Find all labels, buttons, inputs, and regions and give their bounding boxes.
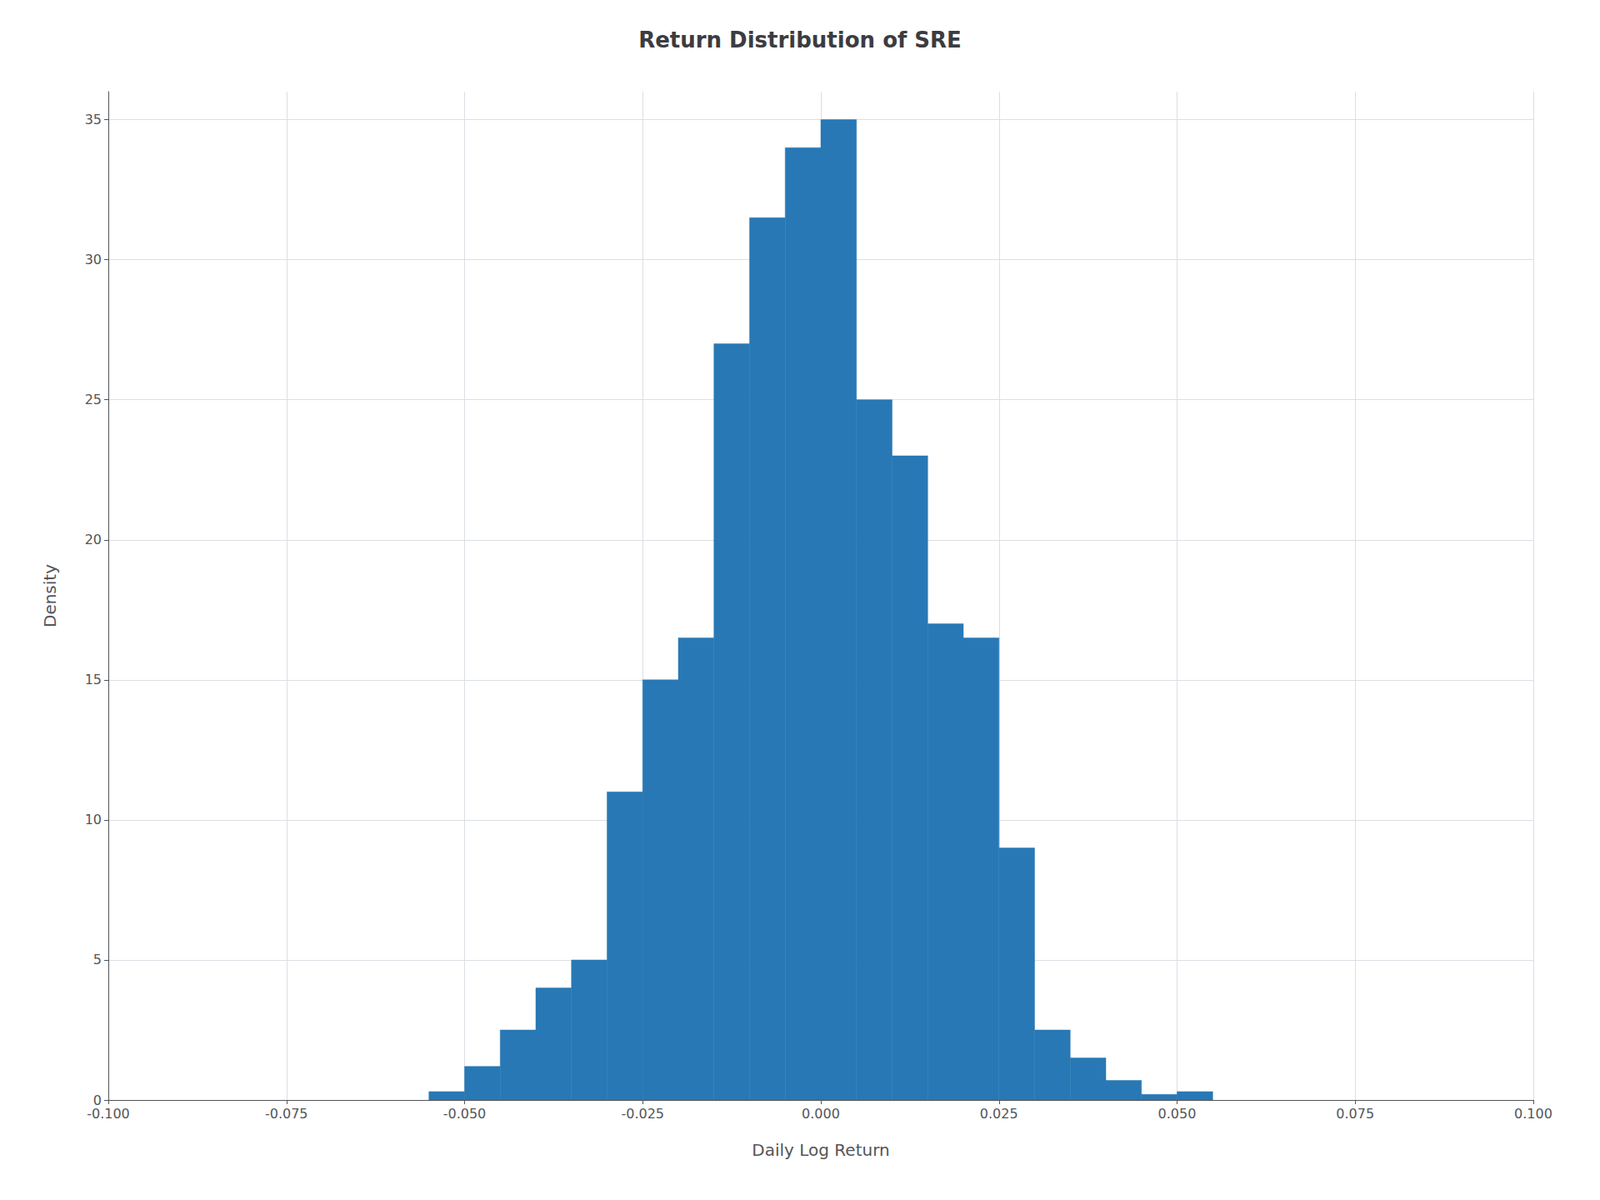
svg-text:10: 10 bbox=[85, 811, 102, 828]
svg-text:0.075: 0.075 bbox=[1335, 1105, 1375, 1122]
svg-text:15: 15 bbox=[85, 671, 102, 688]
svg-text:25: 25 bbox=[85, 391, 102, 408]
svg-text:0.025: 0.025 bbox=[980, 1105, 1019, 1122]
svg-text:0.100: 0.100 bbox=[1514, 1105, 1553, 1122]
svg-text:-0.025: -0.025 bbox=[620, 1105, 665, 1122]
svg-text:-0.050: -0.050 bbox=[443, 1105, 487, 1122]
svg-text:0.000: 0.000 bbox=[801, 1105, 840, 1122]
svg-text:-0.100: -0.100 bbox=[86, 1105, 130, 1122]
svg-text:30: 30 bbox=[85, 251, 102, 268]
svg-text:20: 20 bbox=[85, 531, 102, 548]
svg-text:35: 35 bbox=[85, 111, 102, 128]
svg-text:5: 5 bbox=[93, 951, 102, 968]
svg-text:0: 0 bbox=[93, 1092, 102, 1108]
svg-text:Density: Density bbox=[40, 564, 60, 628]
svg-text:Daily Log Return: Daily Log Return bbox=[751, 1140, 890, 1160]
svg-text:-0.075: -0.075 bbox=[265, 1105, 309, 1122]
svg-text:Return Distribution of SRE: Return Distribution of SRE bbox=[638, 27, 962, 53]
svg-text:0.050: 0.050 bbox=[1158, 1105, 1197, 1122]
